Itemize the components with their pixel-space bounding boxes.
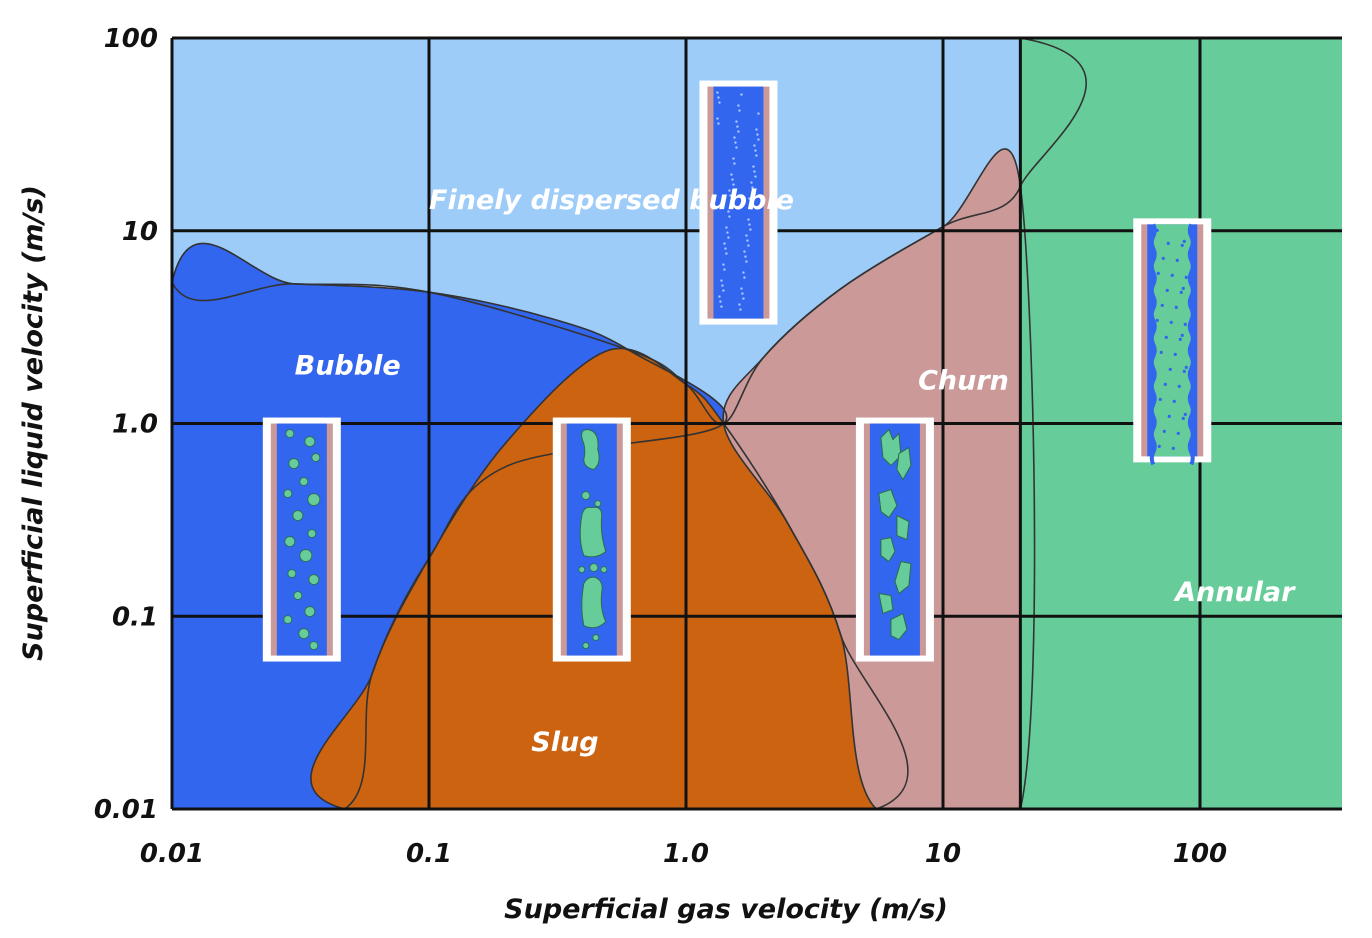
x-tick-label: 10 (925, 839, 961, 869)
y-tick-label: 0.01 (94, 795, 158, 825)
x-axis-title: Superficial gas velocity (m/s) (504, 894, 948, 925)
region-label-churn: Churn (918, 366, 1009, 397)
x-tick-label: 0.1 (406, 839, 452, 869)
y-tick-label: 0.1 (112, 602, 158, 632)
boundary-slug (310, 347, 909, 809)
grid-lines (170, 36, 1342, 811)
boundary-churn (722, 148, 1036, 809)
x-tick-label: 100 (1173, 839, 1227, 869)
region-labels: Finely dispersed bubble Bubble Slug Churn An… (295, 185, 1297, 758)
y-tick-labels: 0.01 0.1 1.0 10 100 (94, 24, 158, 825)
boundary-bubble (172, 242, 728, 809)
region-label-finely-dispersed-bubble: Finely dispersed bubble (429, 185, 794, 216)
region-label-annular: Annular (1173, 577, 1296, 608)
slug-flow-illustration (552, 417, 631, 662)
y-tick-label: 1.0 (112, 410, 158, 440)
region-label-bubble: Bubble (295, 350, 401, 381)
annular-flow-illustration (1133, 218, 1212, 466)
x-tick-labels: 0.01 0.1 1.0 10 100 (140, 839, 1227, 869)
x-tick-label: 0.01 (140, 839, 204, 869)
churn-flow-illustration (855, 417, 934, 662)
dispersed-bubble-flow-illustration (699, 80, 778, 325)
y-tick-label: 10 (122, 217, 158, 247)
x-tick-label: 1.0 (663, 839, 709, 869)
region-label-slug: Slug (531, 727, 598, 758)
flow-illustrations (262, 80, 1212, 662)
bubble-flow-illustration (262, 417, 341, 662)
y-axis-title: Superficial liquid velocity (m/s) (18, 185, 49, 661)
y-tick-label: 100 (104, 24, 158, 54)
